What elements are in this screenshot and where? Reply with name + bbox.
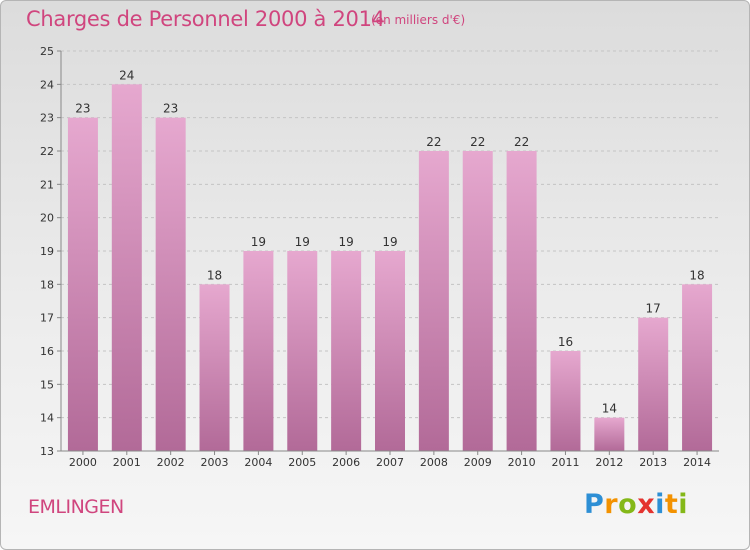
- bar-value-label: 19: [382, 235, 397, 249]
- logo-letter: t: [664, 489, 679, 520]
- bar: [550, 351, 581, 451]
- bar-value-label: 19: [338, 235, 353, 249]
- bar-value-label: 19: [251, 235, 266, 249]
- bar-value-label: 22: [470, 135, 485, 149]
- y-tick-label: 14: [40, 412, 54, 425]
- bar-value-label: 14: [602, 402, 617, 416]
- bar-value-label: 22: [426, 135, 441, 149]
- x-tick-label: 2009: [464, 456, 492, 469]
- y-tick-label: 15: [40, 378, 54, 391]
- bar-value-label: 22: [514, 135, 529, 149]
- y-tick-label: 20: [40, 212, 54, 225]
- proxiti-logo: Proxiti: [584, 489, 688, 520]
- y-tick-label: 25: [40, 45, 54, 58]
- bar: [375, 251, 405, 451]
- bar-value-label: 17: [646, 302, 661, 316]
- x-tick-label: 2000: [69, 456, 97, 469]
- x-tick-label: 2002: [157, 456, 185, 469]
- y-tick-label: 24: [40, 78, 54, 91]
- bar: [67, 117, 98, 452]
- bar: [638, 317, 669, 451]
- bar: [682, 284, 713, 451]
- x-tick-label: 2006: [332, 456, 360, 469]
- y-tick-label: 19: [40, 245, 54, 258]
- bar: [506, 151, 537, 451]
- x-tick-label: 2013: [639, 456, 667, 469]
- bar: [111, 84, 142, 451]
- bar: [243, 251, 274, 451]
- logo-letter: i: [655, 489, 665, 520]
- x-tick-label: 2008: [420, 456, 448, 469]
- x-tick-label: 2004: [244, 456, 272, 469]
- y-tick-label: 13: [40, 445, 54, 458]
- y-tick-label: 18: [40, 278, 54, 291]
- logo-letter: P: [584, 489, 605, 520]
- bar: [594, 417, 625, 451]
- x-tick-label: 2005: [288, 456, 316, 469]
- bar-value-label: 19: [295, 235, 310, 249]
- y-tick-label: 22: [40, 145, 54, 158]
- bar: [418, 151, 449, 451]
- bar-value-label: 18: [207, 268, 222, 282]
- y-tick-label: 23: [40, 112, 54, 125]
- bar: [287, 251, 318, 451]
- commune-name: EMLINGEN: [28, 496, 124, 518]
- logo-letter: i: [678, 489, 689, 520]
- y-tick-label: 21: [40, 178, 54, 191]
- y-tick-label: 16: [40, 345, 54, 358]
- logo-letter: o: [618, 489, 638, 520]
- bar-value-label: 24: [119, 68, 134, 82]
- bar-value-label: 23: [75, 102, 90, 116]
- chart-title: Charges de Personnel 2000 à 2014: [26, 7, 385, 31]
- x-tick-label: 2003: [201, 456, 229, 469]
- bar-value-label: 23: [163, 102, 178, 116]
- logo-letter: r: [604, 489, 619, 520]
- logo-letter: x: [637, 489, 656, 520]
- bar: [462, 151, 493, 451]
- x-tick-label: 2010: [508, 456, 536, 469]
- x-tick-label: 2001: [113, 456, 141, 469]
- bar-value-label: 16: [558, 335, 573, 349]
- bar: [155, 117, 186, 452]
- bar: [331, 251, 362, 451]
- x-tick-label: 2014: [683, 456, 711, 469]
- chart-unit-note: (en milliers d'€): [371, 13, 466, 27]
- x-tick-label: 2011: [551, 456, 579, 469]
- x-tick-label: 2012: [595, 456, 623, 469]
- x-tick-label: 2007: [376, 456, 404, 469]
- bar: [199, 284, 230, 451]
- y-tick-label: 17: [40, 312, 54, 325]
- bar-value-label: 18: [689, 268, 704, 282]
